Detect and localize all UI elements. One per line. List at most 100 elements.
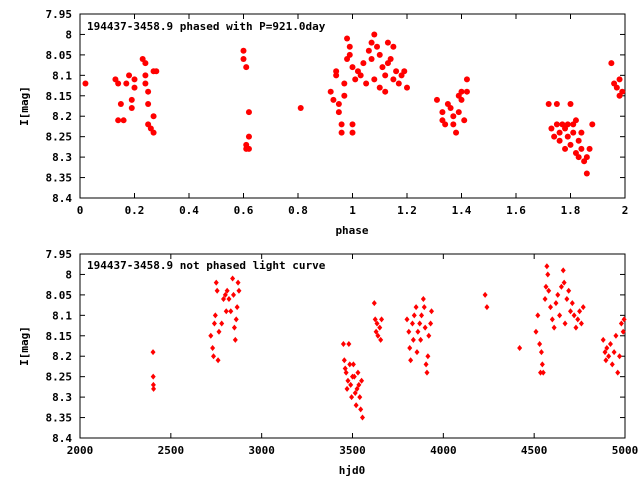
data-point [572,117,579,124]
data-point [341,80,348,87]
data-point [231,324,237,331]
y-tick-label: 8.1 [52,309,72,322]
y-tick-label: 8.05 [46,49,73,62]
data-points [150,263,627,421]
data-point [245,109,252,116]
y-tick-label: 8 [65,28,72,41]
data-point [566,287,572,294]
data-point [408,357,414,364]
data-point [345,377,351,384]
x-axis-ticks: 2000 2500 3000 3500 4000 4500 5000 [67,254,639,457]
x-tick-label: 1.6 [506,204,526,217]
x-tick-label: 3500 [339,444,366,457]
data-point [549,316,555,323]
y-tick-label: 8 [65,268,72,281]
data-point [240,55,247,62]
data-point [232,336,238,343]
data-point [230,275,236,282]
data-point [461,117,468,124]
data-point [517,345,523,352]
data-point [558,283,564,290]
data-point [357,394,363,401]
y-tick-label: 8.35 [46,412,73,425]
data-point [344,35,351,42]
x-tick-label: 5000 [612,444,639,457]
data-point [355,369,361,376]
data-point [482,291,488,298]
x-tick-label: 4000 [430,444,457,457]
data-point [335,109,342,116]
data-point [422,324,428,331]
data-point [551,133,558,140]
data-point [583,154,590,161]
data-point [553,300,559,307]
data-point [211,320,217,327]
data-point [603,357,609,364]
x-axis-label: phase [335,224,368,237]
data-point [404,84,410,91]
data-point [359,414,365,421]
data-point [365,47,372,54]
data-point [371,31,378,38]
data-point [349,394,355,401]
data-point [387,55,394,62]
data-point [338,129,345,136]
data-point [390,43,397,50]
data-point [231,291,237,298]
data-point [575,137,582,144]
data-point [618,320,624,327]
unphased-light-curve-chart: 2000 2500 3000 3500 4000 4500 5000 7.95 8 8.05 8.… [18,248,638,477]
data-point [327,88,334,95]
data-point [374,43,381,50]
data-point [233,316,239,323]
data-point [142,60,149,67]
data-point [333,68,340,75]
data-point [330,96,337,103]
data-point [373,328,379,335]
data-point [123,80,130,87]
data-point [117,100,124,107]
data-point [368,39,375,46]
data-point [455,109,462,116]
data-point [458,88,465,95]
data-point [569,300,575,307]
data-point [356,381,362,388]
data-point [208,332,214,339]
data-point [575,154,582,161]
data-point [411,312,417,319]
data-point [228,308,234,315]
x-tick-label: 3000 [248,444,275,457]
data-point [346,340,352,347]
x-tick-label: 1.8 [561,204,581,217]
data-point [447,105,454,112]
data-point [213,279,219,286]
data-point [577,308,583,315]
y-tick-label: 8.15 [46,90,73,103]
data-point [375,332,381,339]
data-point [150,381,156,388]
data-point [453,129,460,136]
data-point [450,113,457,120]
data-point [555,291,561,298]
data-point [219,320,225,327]
data-point [613,84,620,91]
data-point [226,295,232,302]
data-point [371,76,378,83]
data-point [583,170,590,177]
data-point [458,96,465,103]
data-point [372,316,378,323]
chart-title: 194437-3458.9 phased with P=921.0day [87,20,326,33]
data-point [538,369,544,376]
data-point [424,369,430,376]
data-point [544,263,550,270]
data-point [604,345,610,352]
data-point [297,105,304,112]
y-tick-label: 7.95 [46,248,73,261]
x-tick-label: 4500 [521,444,548,457]
data-point [557,312,563,319]
data-point [352,390,358,397]
data-point [548,304,554,311]
data-point [378,336,384,343]
data-point [419,312,425,319]
